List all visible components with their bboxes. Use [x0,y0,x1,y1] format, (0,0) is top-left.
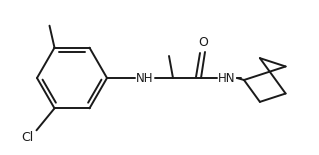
Text: NH: NH [136,71,154,84]
Text: Cl: Cl [21,131,33,144]
Text: HN: HN [218,71,236,84]
Text: O: O [198,35,208,49]
